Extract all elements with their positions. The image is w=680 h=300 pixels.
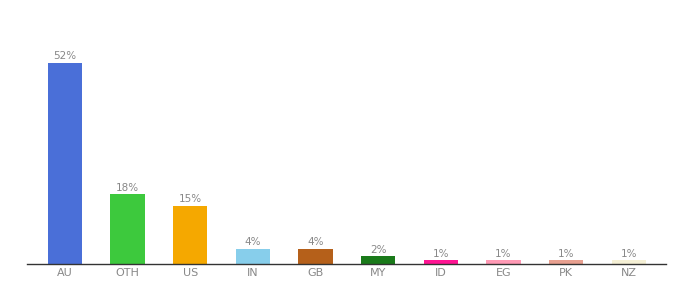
Bar	[173, 206, 207, 264]
Text: 1%: 1%	[558, 249, 575, 259]
Bar	[235, 248, 270, 264]
Text: 4%: 4%	[245, 237, 261, 247]
Text: 15%: 15%	[179, 194, 202, 204]
Text: 1%: 1%	[621, 249, 637, 259]
Text: 2%: 2%	[370, 245, 386, 255]
Bar	[299, 248, 333, 264]
Text: 18%: 18%	[116, 183, 139, 193]
Bar	[361, 256, 395, 264]
Bar	[48, 63, 82, 264]
Bar	[486, 260, 521, 264]
Bar	[110, 194, 145, 264]
Text: 52%: 52%	[53, 51, 76, 61]
Bar	[611, 260, 646, 264]
Bar	[424, 260, 458, 264]
Text: 1%: 1%	[495, 249, 512, 259]
Bar	[549, 260, 583, 264]
Text: 1%: 1%	[432, 249, 449, 259]
Text: 4%: 4%	[307, 237, 324, 247]
